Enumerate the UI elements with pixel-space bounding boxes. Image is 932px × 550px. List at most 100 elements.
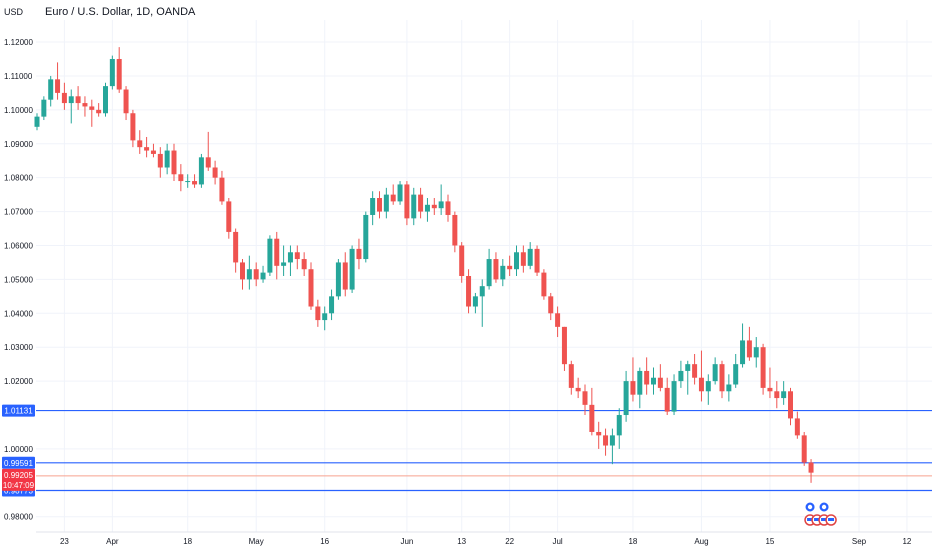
candle-body[interactable] (322, 313, 328, 321)
candle-body[interactable] (685, 364, 691, 371)
candle-body[interactable] (390, 194, 396, 202)
candle-body[interactable] (582, 391, 588, 405)
candle-body[interactable] (116, 58, 122, 90)
candle-body[interactable] (48, 79, 54, 100)
candle-body[interactable] (281, 262, 287, 266)
candle-body[interactable] (41, 99, 47, 117)
candle-body[interactable] (438, 201, 444, 209)
candle-body[interactable] (609, 435, 615, 446)
candle-body[interactable] (603, 435, 609, 446)
candle-body[interactable] (130, 113, 136, 141)
candle-body[interactable] (678, 370, 684, 382)
candle-body[interactable] (534, 248, 540, 273)
candle-body[interactable] (514, 252, 519, 270)
candle-body[interactable] (452, 214, 458, 246)
candle-body[interactable] (226, 201, 232, 232)
candle-body[interactable] (34, 116, 40, 127)
candle-body[interactable] (349, 248, 355, 290)
candle-body[interactable] (767, 387, 773, 392)
candle-body[interactable] (233, 231, 239, 263)
candle-body[interactable] (623, 381, 629, 416)
candle-body[interactable] (287, 252, 293, 263)
candle-body[interactable] (781, 391, 787, 399)
candle-body[interactable] (520, 252, 526, 266)
candle-body[interactable] (383, 194, 389, 212)
candle-body[interactable] (192, 181, 198, 185)
candle-body[interactable] (96, 109, 102, 114)
candle-body[interactable] (493, 259, 499, 280)
candle-body[interactable] (164, 150, 170, 168)
candle-body[interactable] (472, 296, 478, 307)
candle-body[interactable] (342, 262, 348, 290)
candle-body[interactable] (788, 391, 793, 419)
candle-body[interactable] (760, 347, 766, 388)
candle-body[interactable] (301, 259, 307, 270)
candle-body[interactable] (637, 370, 643, 395)
candle-body[interactable] (568, 364, 574, 388)
candle-body[interactable] (596, 431, 602, 436)
candle-body[interactable] (726, 384, 732, 392)
candle-body[interactable] (651, 377, 656, 385)
candle-body[interactable] (308, 269, 314, 307)
candle-body[interactable] (794, 418, 800, 436)
candle-body[interactable] (219, 177, 225, 202)
candle-body[interactable] (55, 79, 61, 93)
candle-body[interactable] (431, 204, 437, 209)
candle-body[interactable] (75, 96, 81, 104)
candle-body[interactable] (137, 140, 143, 148)
candle-body[interactable] (801, 435, 807, 463)
candle-body[interactable] (335, 262, 341, 297)
candle-body[interactable] (466, 276, 472, 307)
candle-body[interactable] (575, 387, 581, 392)
candle-body[interactable] (561, 326, 567, 365)
candle-body[interactable] (185, 181, 191, 183)
candle-body[interactable] (479, 286, 485, 297)
candle-body[interactable] (198, 157, 204, 185)
candle-body[interactable] (240, 262, 245, 280)
candle-body[interactable] (171, 150, 177, 175)
candle-body[interactable] (527, 248, 533, 266)
candle-body[interactable] (411, 194, 417, 219)
candle-body[interactable] (555, 313, 561, 327)
candle-body[interactable] (418, 194, 424, 212)
candle-body[interactable] (274, 238, 280, 266)
candle-body[interactable] (363, 214, 369, 260)
candle-body[interactable] (698, 377, 704, 392)
candle-body[interactable] (740, 340, 746, 365)
candle-body[interactable] (657, 377, 663, 388)
candle-body[interactable] (541, 272, 547, 297)
candle-body[interactable] (246, 269, 252, 280)
candle-body[interactable] (712, 364, 718, 382)
candle-body[interactable] (370, 198, 376, 215)
candle-body[interactable] (109, 58, 115, 87)
candle-body[interactable] (616, 415, 622, 436)
candle-body[interactable] (260, 272, 266, 280)
candle-body[interactable] (267, 238, 273, 273)
symbol-title[interactable]: Euro / U.S. Dollar, 1D, OANDA (45, 6, 196, 18)
candle-body[interactable] (294, 252, 300, 260)
candle-body[interactable] (123, 89, 129, 114)
candle-body[interactable] (404, 184, 410, 219)
candle-body[interactable] (329, 296, 335, 314)
candle-body[interactable] (808, 462, 814, 473)
candle-body[interactable] (664, 387, 670, 412)
candle-body[interactable] (61, 92, 67, 104)
candle-body[interactable] (445, 201, 451, 215)
candle-body[interactable] (459, 245, 465, 276)
candle-body[interactable] (692, 364, 698, 378)
candle-body[interactable] (705, 381, 711, 392)
candle-body[interactable] (89, 106, 95, 110)
candle-body[interactable] (144, 147, 150, 151)
candle-body[interactable] (548, 296, 554, 314)
candle-body[interactable] (157, 153, 163, 168)
candle-body[interactable] (746, 340, 752, 358)
candle-body[interactable] (630, 381, 636, 395)
candle-body[interactable] (589, 404, 595, 432)
candle-body[interactable] (424, 204, 430, 212)
candle-body[interactable] (356, 248, 362, 260)
candle-body[interactable] (644, 370, 650, 385)
candle-body[interactable] (733, 364, 739, 385)
candle-body[interactable] (212, 167, 218, 178)
candle-body[interactable] (671, 381, 677, 412)
